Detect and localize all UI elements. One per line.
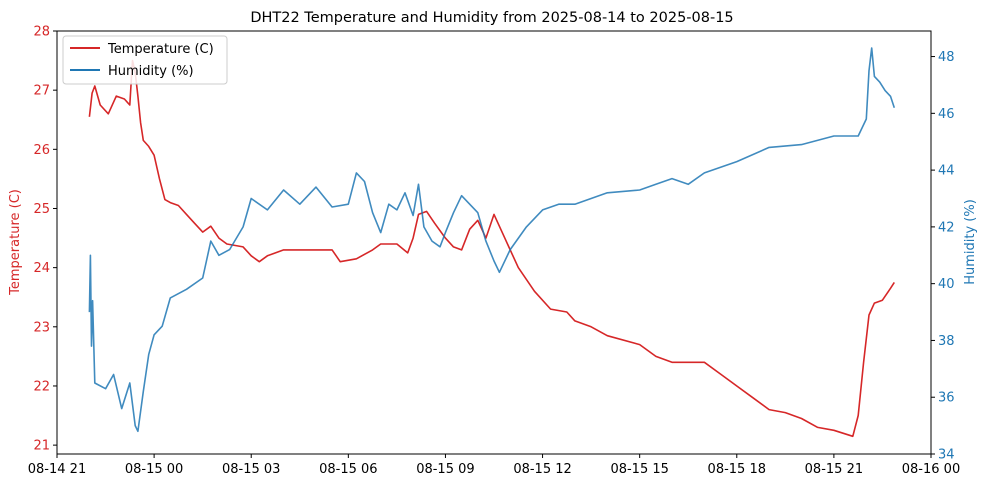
chart-title: DHT22 Temperature and Humidity from 2025… <box>250 10 733 26</box>
legend-label-humidity: Humidity (%) <box>108 64 194 79</box>
x-tick-label: 08-15 18 <box>708 462 766 477</box>
left-tick-label: 23 <box>33 320 50 335</box>
legend-box <box>62 35 228 85</box>
right-tick-label: 44 <box>938 164 955 179</box>
left-tick-label: 25 <box>33 202 50 217</box>
humidity-series-line <box>88 47 896 433</box>
left-tick-label: 28 <box>33 25 50 40</box>
x-tick-label: 08-15 15 <box>610 462 668 477</box>
left-axis: 21 22 23 24 25 26 27 28 <box>33 25 57 454</box>
x-tick-label: 08-15 21 <box>805 462 863 477</box>
x-axis: 08-14 21 08-15 00 08-15 03 08-15 06 08-15 09… <box>28 454 960 477</box>
x-tick-label: 08-15 00 <box>125 462 183 477</box>
left-tick-label: 21 <box>33 439 50 454</box>
right-axis: 34 36 38 40 42 44 46 48 <box>931 50 955 463</box>
left-tick-label: 27 <box>33 84 50 99</box>
x-tick-label: 08-15 12 <box>513 462 571 477</box>
plot-area <box>56 30 932 455</box>
legend: Temperature (C) Humidity (%) <box>62 35 228 85</box>
series-layer <box>88 47 896 438</box>
plot-frame <box>56 30 932 455</box>
legend-label-temperature: Temperature (C) <box>107 42 214 57</box>
x-tick-label: 08-15 03 <box>222 462 280 477</box>
x-tick-label: 08-15 06 <box>319 462 377 477</box>
x-tick-label: 08-14 21 <box>28 462 86 477</box>
left-axis-label: Temperature (C) <box>8 189 23 296</box>
right-tick-label: 34 <box>938 448 955 463</box>
right-tick-label: 48 <box>938 50 955 65</box>
right-tick-label: 36 <box>938 391 955 406</box>
right-axis-label: Humidity (%) <box>963 199 978 285</box>
right-tick-label: 40 <box>938 277 955 292</box>
x-tick-label: 08-15 09 <box>416 462 474 477</box>
left-tick-label: 26 <box>33 143 50 158</box>
left-tick-label: 22 <box>33 379 50 394</box>
temperature-series-line <box>88 59 895 438</box>
x-tick-label: 08-16 00 <box>902 462 960 477</box>
right-tick-label: 38 <box>938 334 955 349</box>
right-tick-label: 42 <box>938 220 955 235</box>
left-tick-label: 24 <box>33 261 50 276</box>
right-tick-label: 46 <box>938 107 955 122</box>
